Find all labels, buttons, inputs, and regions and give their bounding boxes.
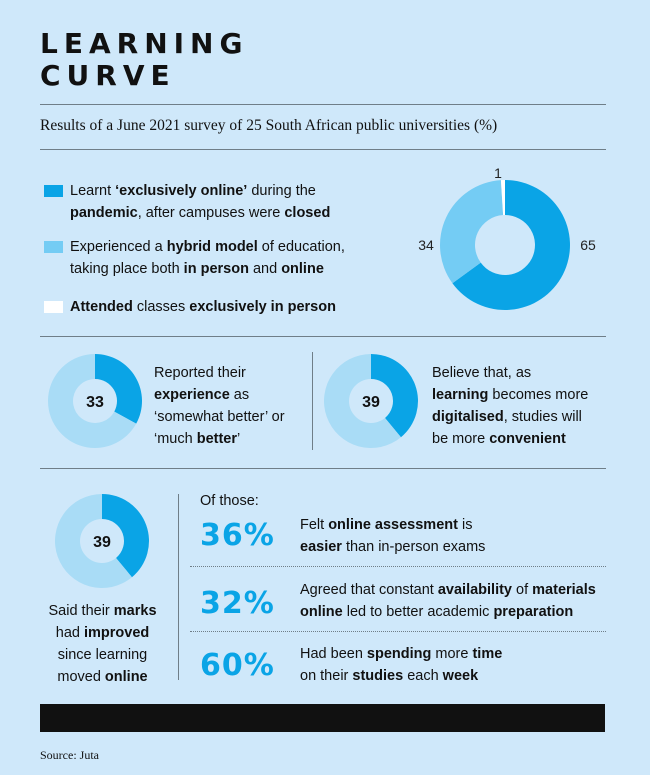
legend-swatch-online [44, 185, 63, 197]
footer-bar [40, 704, 605, 732]
slice-hybrid [440, 180, 504, 284]
top-rule [40, 104, 606, 105]
slice-better [95, 354, 142, 424]
donut-center-label: 39 [362, 394, 380, 411]
section-rule-1 [40, 336, 606, 337]
slice-improved [102, 494, 149, 578]
donut-value-label: 65 [580, 237, 596, 253]
title-line-2: CURVE [40, 59, 176, 92]
source-note: Source: Juta [40, 748, 99, 762]
legend-swatch-in-person [44, 301, 63, 313]
legend-online-text: Learnt ‘exclusively online’ during the p… [70, 183, 331, 221]
legend-swatch-hybrid [44, 241, 63, 253]
stat-3-percent: 60% [200, 648, 275, 683]
stat-1-percent: 36% [200, 518, 275, 553]
chart-title: LEARNING CURVE [40, 28, 248, 92]
donut-center-label: 33 [86, 394, 104, 411]
donut-value-label: 1 [494, 165, 502, 181]
digitalised-caption: Believe that, as learning becomes more d… [432, 365, 589, 447]
stat-separator-2 [190, 631, 606, 632]
section-rule-2 [40, 468, 606, 469]
of-those-label: Of those: [200, 493, 259, 509]
subtitle-rule [40, 149, 606, 150]
legend-hybrid-text: Experienced a hybrid model of education,… [70, 239, 345, 277]
digitalised-donut-chart: 39 [324, 354, 418, 448]
slice-rest [324, 354, 401, 448]
slice-convenient [371, 354, 418, 438]
stat-2-percent: 32% [200, 586, 275, 621]
marks-donut-chart: 39 [54, 494, 149, 588]
donut-center-label: 39 [93, 534, 111, 551]
stats-divider [178, 494, 179, 680]
slice-rest [54, 494, 132, 588]
main-donut-chart: 65 34 1 [418, 165, 596, 310]
stat-1-text: Felt online assessment is easier than in… [300, 517, 486, 555]
stat-2-text: Agreed that constant availability of mat… [300, 582, 596, 620]
stat-3-text: Had been spending more time on their stu… [300, 646, 503, 684]
subtitle: Results of a June 2021 survey of 25 Sout… [40, 117, 498, 134]
row-divider [312, 352, 313, 450]
stat-separator-1 [190, 566, 606, 567]
slice-online [452, 180, 570, 310]
experience-caption: Reported their experience as ‘somewhat b… [154, 365, 285, 447]
legend-in-person-text: Attended classes exclusively in person [70, 299, 336, 315]
donut-value-label: 34 [418, 237, 434, 253]
slice-rest [47, 354, 137, 448]
marks-caption: Said their marks had improved since lear… [48, 603, 157, 685]
title-line-1: LEARNING [40, 27, 249, 60]
slice-in-person [500, 180, 505, 216]
experience-donut-chart: 33 [47, 354, 142, 448]
